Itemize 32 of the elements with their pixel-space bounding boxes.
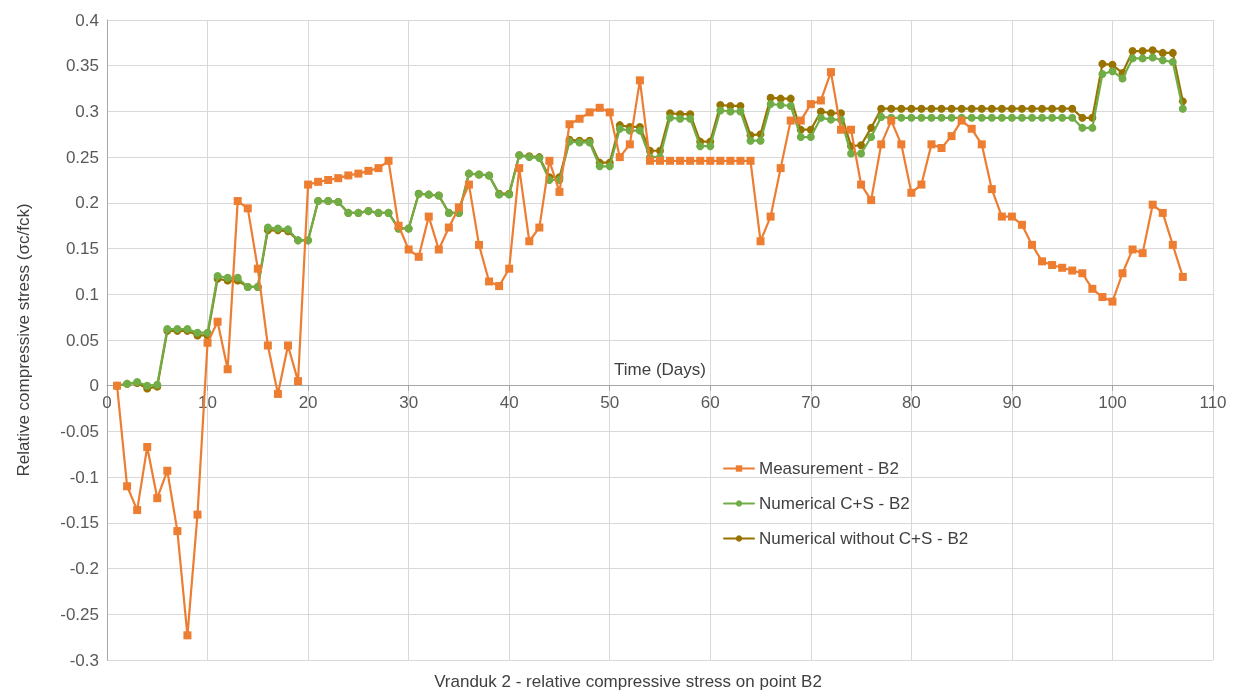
y-tick-label: 0.2 (75, 193, 99, 213)
x-tick-label: 90 (1002, 392, 1022, 412)
y-tick-label: -0.2 (69, 559, 99, 579)
legend-label: Numerical C+S - B2 (759, 494, 910, 513)
legend-label: Numerical without C+S - B2 (759, 529, 969, 548)
y-tick-label: -0.1 (69, 467, 99, 487)
x-tick-label: 0 (102, 392, 112, 412)
y-tick-label: -0.15 (60, 513, 99, 533)
y-tick-label: -0.3 (69, 650, 99, 670)
x-tick-label: 60 (700, 392, 720, 412)
y-axis-title: Relative compressive stress (σc/fck) (14, 203, 33, 477)
y-tick-label: 0.25 (65, 147, 99, 167)
x-tick-label: 100 (1098, 392, 1127, 412)
y-tick-label: 0.15 (65, 239, 99, 259)
x-tick-label: 50 (600, 392, 620, 412)
y-tick-label: 0.3 (75, 101, 99, 121)
x-axis-title: Time (Days) (614, 359, 706, 379)
x-tick-label: 40 (499, 392, 519, 412)
y-tick-label: -0.25 (60, 604, 99, 624)
y-tick-label: 0.35 (65, 56, 99, 76)
x-tick-label: 70 (801, 392, 821, 412)
x-tick-label: 80 (901, 392, 921, 412)
y-tick-label: 0.05 (65, 330, 99, 350)
x-tick-label: 30 (399, 392, 419, 412)
text: Vranduk 2 - relative compressive stress on point B2 (434, 672, 822, 691)
y-tick-label: 0.4 (75, 10, 99, 30)
legend-label: Measurement - B2 (759, 459, 899, 478)
y-tick-label: 0 (89, 376, 99, 396)
y-tick-label: 0.1 (75, 284, 99, 304)
x-tick-label: 110 (1199, 392, 1227, 412)
y-tick-label: -0.05 (60, 421, 99, 441)
x-tick-label: 20 (298, 392, 318, 412)
